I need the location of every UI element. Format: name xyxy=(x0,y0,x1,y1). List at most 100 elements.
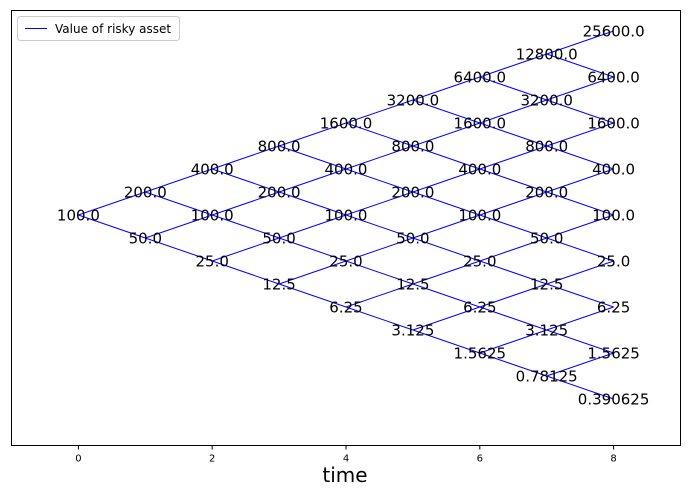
node-value-label: 200.0 xyxy=(391,184,434,202)
x-axis: 0 2 4 6 8 xyxy=(75,445,617,465)
node-value-label: 100.0 xyxy=(57,207,100,225)
node-value-label: 0.390625 xyxy=(578,391,650,409)
x-tick-label: 6 xyxy=(477,454,483,465)
node-value-label: 3200.0 xyxy=(387,92,440,110)
node-value-label: 25.0 xyxy=(597,253,630,271)
node-value-label: 400.0 xyxy=(458,161,501,179)
node-value-label: 400.0 xyxy=(325,161,368,179)
tree-edge-up xyxy=(412,260,480,285)
tree-edge-up xyxy=(479,53,547,78)
node-value-label: 800.0 xyxy=(391,138,434,156)
legend-entry-label: Value of risky asset xyxy=(55,22,171,36)
node-value-label: 6400.0 xyxy=(587,69,640,87)
tree-edge-down xyxy=(278,237,347,262)
tree-edge-up xyxy=(278,260,347,285)
tree-edge-down xyxy=(212,260,280,285)
tree-edge-down xyxy=(479,122,547,147)
tree-edge-down xyxy=(345,214,414,239)
tree-edge-up xyxy=(345,145,414,170)
tree-edge-down xyxy=(546,53,614,78)
tree-edge-down xyxy=(546,283,614,308)
tree-edge-down xyxy=(412,99,480,124)
x-tick-label: 4 xyxy=(343,454,349,465)
tree-edge-up xyxy=(278,214,347,239)
node-value-label: 6.25 xyxy=(329,299,362,317)
tree-edge-down xyxy=(345,122,414,147)
tree-edge-up xyxy=(546,214,614,239)
node-value-label: 800.0 xyxy=(525,138,568,156)
node-value-label: 25600.0 xyxy=(583,23,645,41)
node-value-label: 3.125 xyxy=(525,322,568,340)
tree-edge-up xyxy=(546,122,614,147)
node-value-label: 800.0 xyxy=(258,138,301,156)
tree-edge-up xyxy=(546,168,614,193)
tree-edge-up xyxy=(546,30,614,55)
tree-edge-up xyxy=(278,168,347,193)
tree-edge-down xyxy=(479,260,547,285)
tree-edge-up xyxy=(145,168,213,193)
tree-edge-down xyxy=(345,306,414,331)
tree-edge-up xyxy=(212,145,280,170)
tree-edge-down xyxy=(479,306,547,331)
tree-edge-down xyxy=(546,145,614,170)
legend: Value of risky asset xyxy=(17,16,180,41)
node-value-label: 3200.0 xyxy=(520,92,573,110)
node-value-label: 1600.0 xyxy=(454,115,507,133)
tree-edge-up xyxy=(546,306,614,331)
node-value-label: 12.5 xyxy=(262,276,295,294)
tree-edge-up xyxy=(546,260,614,285)
node-value-label: 100.0 xyxy=(325,207,368,225)
tree-edge-up xyxy=(479,283,547,308)
node-value-label: 1600.0 xyxy=(320,115,373,133)
tree-edge-down xyxy=(546,237,614,262)
x-tick-label: 2 xyxy=(209,454,215,465)
tree-edge-up xyxy=(145,214,213,239)
tree-edge-up xyxy=(212,191,280,216)
node-value-label: 50.0 xyxy=(530,230,563,248)
tree-edge-down xyxy=(78,214,146,239)
tree-edge-up xyxy=(479,99,547,124)
tree-edge-down xyxy=(546,191,614,216)
plot-frame xyxy=(11,10,681,446)
tree-edge-down xyxy=(412,283,480,308)
tree-edge-up xyxy=(212,237,280,262)
node-value-label: 1.5625 xyxy=(454,345,507,363)
tree-edge-down xyxy=(412,237,480,262)
node-value-label: 200.0 xyxy=(124,184,167,202)
node-value-label: 50.0 xyxy=(262,230,295,248)
node-value-label: 12.5 xyxy=(530,276,563,294)
x-tick-label: 0 xyxy=(75,454,81,465)
node-value-label: 100.0 xyxy=(458,207,501,225)
node-labels: 100.0 200.0 50.0 400.0 100.0 25.0 800.0 200.0 50… xyxy=(57,23,649,409)
node-value-label: 25.0 xyxy=(463,253,496,271)
tree-edge-down xyxy=(479,352,547,377)
node-value-label: 12800.0 xyxy=(516,46,578,64)
tree-edge-up xyxy=(412,122,480,147)
node-value-label: 1.5625 xyxy=(587,345,640,363)
tree-edge-up xyxy=(278,122,347,147)
node-value-label: 50.0 xyxy=(396,230,429,248)
tree-edge-up xyxy=(479,329,547,354)
tree-edge-down xyxy=(546,99,614,124)
tree-edge-up xyxy=(345,283,414,308)
x-tick-label: 8 xyxy=(610,454,616,465)
tree-edge-up xyxy=(412,306,480,331)
node-value-label: 6.25 xyxy=(597,299,630,317)
tree-edge-down xyxy=(212,168,280,193)
tree-edge-down xyxy=(412,145,480,170)
tree-edges xyxy=(78,30,614,400)
node-value-label: 25.0 xyxy=(195,253,228,271)
tree-edge-down xyxy=(479,168,547,193)
tree-edge-down xyxy=(145,191,213,216)
node-value-label: 25.0 xyxy=(329,253,362,271)
node-value-label: 200.0 xyxy=(525,184,568,202)
node-value-label: 12.5 xyxy=(396,276,429,294)
node-value-label: 400.0 xyxy=(592,161,635,179)
tree-edge-up xyxy=(345,237,414,262)
tree-edge-down xyxy=(345,168,414,193)
tree-edge-up xyxy=(546,352,614,377)
tree-edge-up xyxy=(546,76,614,101)
tree-edge-up xyxy=(479,145,547,170)
